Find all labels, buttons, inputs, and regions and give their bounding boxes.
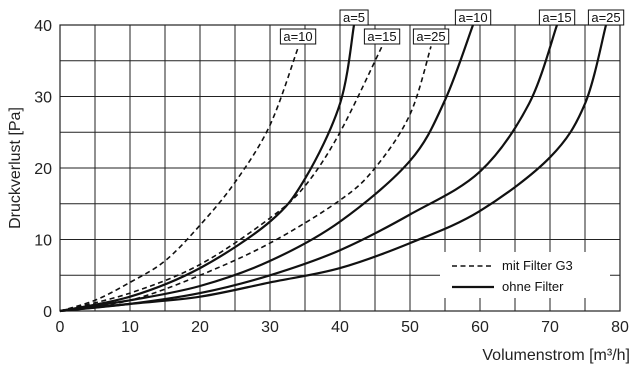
legend: mit Filter G3 ohne Filter <box>440 252 610 298</box>
curve-without_filter-a10 <box>59 24 475 313</box>
curve-with_filter-a15 <box>59 46 383 312</box>
curve-label-box <box>454 9 492 26</box>
y-tick-label: 40 <box>34 18 52 35</box>
x-axis-label: Volumenstrom [m³/h] <box>482 347 630 364</box>
curve-label-with_filter: a=15 <box>367 29 396 44</box>
x-tick-label: 50 <box>401 319 419 336</box>
legend-label-with-filter: mit Filter G3 <box>502 258 573 273</box>
legend-box <box>440 252 610 298</box>
curve-labels: a=10 a=15 a=25 a=5 a=10 a=15 a=25 <box>279 9 625 45</box>
x-tick-label: 10 <box>121 319 139 336</box>
x-tick-label: 0 <box>56 319 65 336</box>
curve-without_filter-a25 <box>59 24 608 313</box>
y-tick-label: 0 <box>43 304 52 321</box>
curve-label-with_filter: a=10 <box>283 29 312 44</box>
x-tick-label: 70 <box>541 319 559 336</box>
y-tick-label: 20 <box>34 161 52 178</box>
y-axis-label: Druckverlust [Pa] <box>7 107 24 229</box>
curve-label-box <box>412 28 450 45</box>
x-tick-label: 60 <box>471 319 489 336</box>
y-tick-labels: 0 10 20 30 40 <box>34 18 52 321</box>
curve-label-box <box>538 9 576 26</box>
curve-label-with_filter: a=25 <box>416 29 445 44</box>
x-tick-label: 80 <box>611 319 629 336</box>
x-tick-labels: 0 10 20 30 40 50 60 70 80 <box>56 319 629 336</box>
curve-label-box <box>339 9 369 26</box>
x-tick-label: 30 <box>261 319 279 336</box>
curve-label-box <box>279 28 317 45</box>
x-tick-label: 20 <box>191 319 209 336</box>
curves <box>59 24 608 313</box>
curve-without_filter-a5 <box>59 24 356 313</box>
curve-with_filter-a10 <box>59 47 299 312</box>
curve-label-without_filter: a=10 <box>458 10 487 25</box>
curve-label-without_filter: a=25 <box>591 10 620 25</box>
y-tick-label: 30 <box>34 90 52 107</box>
legend-label-without-filter: ohne Filter <box>502 279 564 294</box>
curve-label-box <box>363 28 401 45</box>
curve-label-box <box>587 9 625 26</box>
curve-label-without_filter: a=15 <box>542 10 571 25</box>
x-tick-label: 40 <box>331 319 349 336</box>
curve-label-without_filter: a=5 <box>343 10 365 25</box>
y-tick-label: 10 <box>34 233 52 250</box>
